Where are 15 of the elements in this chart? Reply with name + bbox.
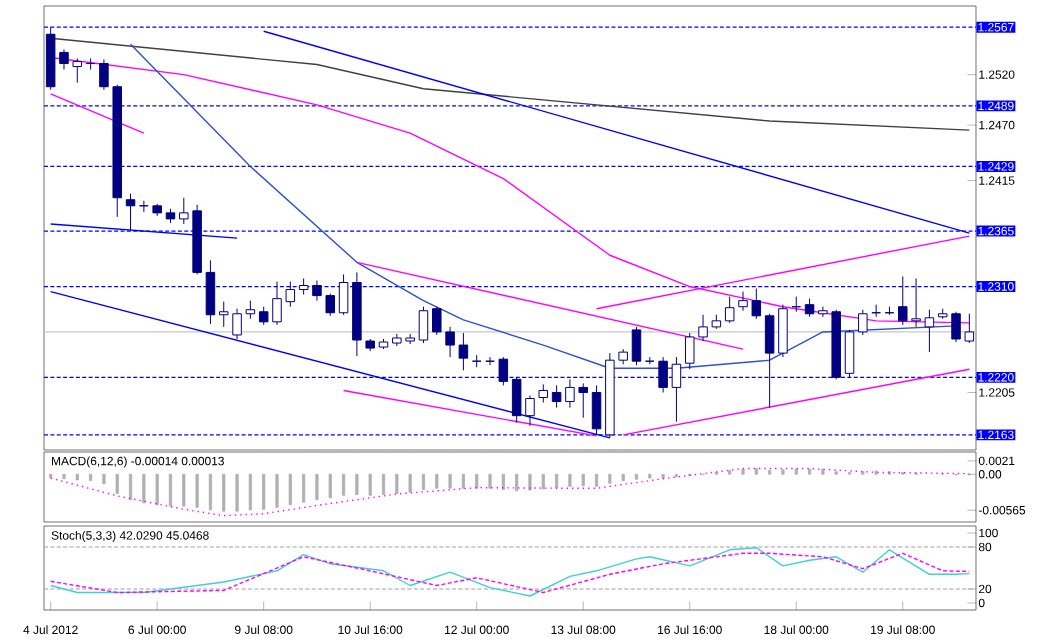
candlestick — [205, 259, 216, 325]
candlestick — [724, 296, 735, 324]
candlestick — [804, 298, 815, 318]
candlestick — [671, 356, 682, 423]
candlestick — [125, 193, 136, 231]
candlestick — [844, 329, 855, 378]
candlestick — [858, 309, 868, 336]
candlestick — [631, 326, 642, 366]
candlestick — [418, 306, 429, 344]
candlestick — [498, 356, 509, 386]
line-series — [49, 467, 971, 517]
candlestick — [538, 383, 549, 404]
candlestick — [658, 356, 668, 393]
candlestick — [591, 384, 602, 436]
candlestick — [338, 273, 349, 316]
